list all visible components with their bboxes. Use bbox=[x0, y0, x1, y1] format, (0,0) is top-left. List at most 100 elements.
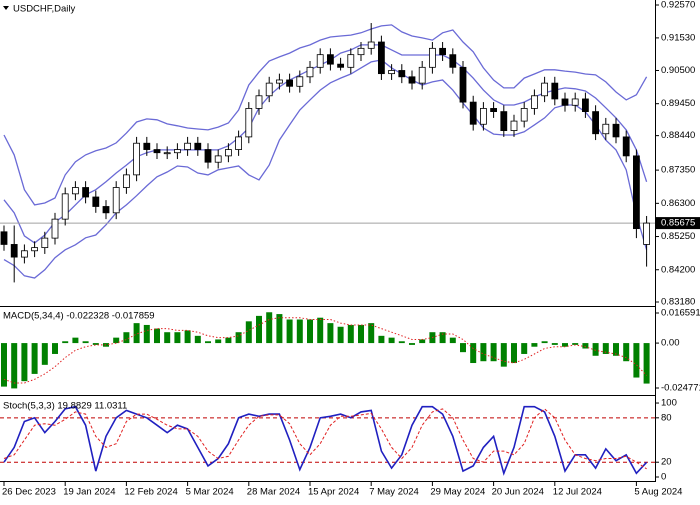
histogram-bar bbox=[388, 337, 395, 344]
histogram-bar bbox=[164, 332, 171, 344]
histogram-bar bbox=[123, 332, 130, 344]
histogram-bar bbox=[368, 323, 375, 344]
candle-body bbox=[123, 174, 130, 188]
candle-body bbox=[602, 123, 610, 135]
candle-body bbox=[326, 54, 334, 65]
histogram-bar bbox=[225, 337, 232, 344]
candle-body bbox=[194, 142, 202, 150]
candle-body bbox=[500, 111, 508, 131]
candle-body bbox=[214, 155, 222, 163]
menu-triangle bbox=[3, 6, 9, 10]
candle-body bbox=[255, 95, 263, 109]
indicator-title: Stoch(5,3,3) 19.8829 11.0311 bbox=[3, 401, 127, 412]
candle-body bbox=[469, 101, 477, 125]
candle-body bbox=[163, 152, 171, 155]
candle-body bbox=[112, 187, 120, 214]
y-tick-label: 0 bbox=[661, 472, 666, 483]
candle-body bbox=[286, 79, 294, 87]
candle-body bbox=[347, 54, 355, 68]
histogram-bar bbox=[337, 326, 344, 344]
histogram-bar bbox=[41, 343, 48, 365]
histogram-bar bbox=[358, 324, 364, 344]
candle-body bbox=[153, 149, 161, 154]
x-tick-label: 29 May 2024 bbox=[430, 487, 485, 498]
histogram-bar bbox=[460, 343, 466, 353]
x-tick-label: 5 Aug 2024 bbox=[634, 487, 682, 498]
histogram-bar bbox=[103, 343, 109, 347]
histogram-bar bbox=[286, 319, 293, 344]
candle-body bbox=[449, 54, 457, 68]
y-tick-label: 0.90500 bbox=[661, 65, 695, 76]
histogram-bar bbox=[194, 335, 201, 344]
histogram-bar bbox=[623, 343, 630, 362]
candle-body bbox=[490, 108, 498, 112]
candle-body bbox=[357, 47, 365, 56]
histogram-bar bbox=[378, 335, 385, 344]
histogram-bar bbox=[31, 343, 38, 374]
plot-area bbox=[0, 23, 655, 476]
histogram-bar bbox=[511, 343, 517, 364]
y-tick-label: 0.89450 bbox=[661, 98, 695, 109]
histogram-bar bbox=[470, 343, 477, 364]
histogram-bar bbox=[500, 343, 507, 367]
y-tick-label: 0.00 bbox=[661, 338, 680, 349]
candle-body bbox=[204, 149, 212, 163]
stoch-signal-line bbox=[3, 408, 647, 470]
histogram-bar bbox=[633, 343, 640, 378]
y-tick-label: 0.86300 bbox=[661, 198, 695, 209]
last-price-box bbox=[656, 217, 700, 230]
histogram-bar bbox=[592, 343, 599, 356]
histogram-bar bbox=[133, 323, 140, 344]
candle-body bbox=[592, 111, 599, 135]
histogram-bar bbox=[276, 314, 283, 344]
histogram-bar bbox=[531, 343, 538, 347]
histogram-bar bbox=[92, 343, 99, 345]
candle-body bbox=[133, 142, 141, 176]
histogram-bar bbox=[184, 330, 191, 344]
candle-body bbox=[245, 108, 253, 138]
histogram-bar bbox=[307, 319, 313, 344]
histogram-bar bbox=[449, 337, 456, 344]
candle-body bbox=[377, 41, 385, 75]
histogram-bar bbox=[613, 343, 619, 356]
candle-body bbox=[92, 196, 100, 207]
x-tick-label: 12 Jul 2024 bbox=[553, 487, 602, 498]
histogram-bar bbox=[419, 339, 426, 344]
candle-body bbox=[520, 108, 528, 122]
histogram-bar bbox=[521, 343, 528, 354]
candle-body bbox=[316, 54, 324, 68]
candle-body bbox=[612, 123, 620, 138]
candle-body bbox=[10, 244, 18, 258]
histogram-bar bbox=[643, 343, 650, 384]
candle-body bbox=[41, 237, 49, 249]
histogram-bar bbox=[602, 343, 609, 354]
candle-body bbox=[61, 193, 69, 220]
histogram-bar bbox=[582, 343, 589, 349]
candle-body bbox=[398, 70, 406, 78]
candle-body bbox=[184, 142, 192, 150]
candle-body bbox=[531, 95, 538, 109]
band-line bbox=[3, 59, 648, 279]
histogram-bar bbox=[551, 343, 558, 345]
y-tick-label: 0.88440 bbox=[661, 130, 695, 141]
histogram-bar bbox=[72, 337, 79, 344]
band-line bbox=[3, 44, 648, 244]
candle-body bbox=[418, 66, 426, 84]
candle-body bbox=[20, 250, 28, 258]
histogram-bar bbox=[327, 323, 334, 344]
candle-body bbox=[235, 136, 243, 150]
candle-body bbox=[622, 136, 630, 157]
candle-body bbox=[72, 187, 79, 195]
candle-body bbox=[296, 76, 304, 87]
x-tick-label: 5 Mar 2024 bbox=[186, 487, 234, 498]
candle-body bbox=[102, 206, 110, 214]
histogram-bar bbox=[174, 332, 181, 344]
histogram-bar bbox=[143, 324, 150, 344]
histogram-bar bbox=[235, 332, 242, 344]
indicator-title: MACD(5,34,4) -0.022328 -0.017859 bbox=[3, 311, 155, 322]
y-tick-label: 0.87350 bbox=[661, 165, 695, 176]
y-tick-label: 20 bbox=[661, 457, 672, 468]
histogram-bar bbox=[215, 339, 222, 344]
candle-body bbox=[143, 142, 151, 150]
candle-body bbox=[224, 149, 232, 157]
